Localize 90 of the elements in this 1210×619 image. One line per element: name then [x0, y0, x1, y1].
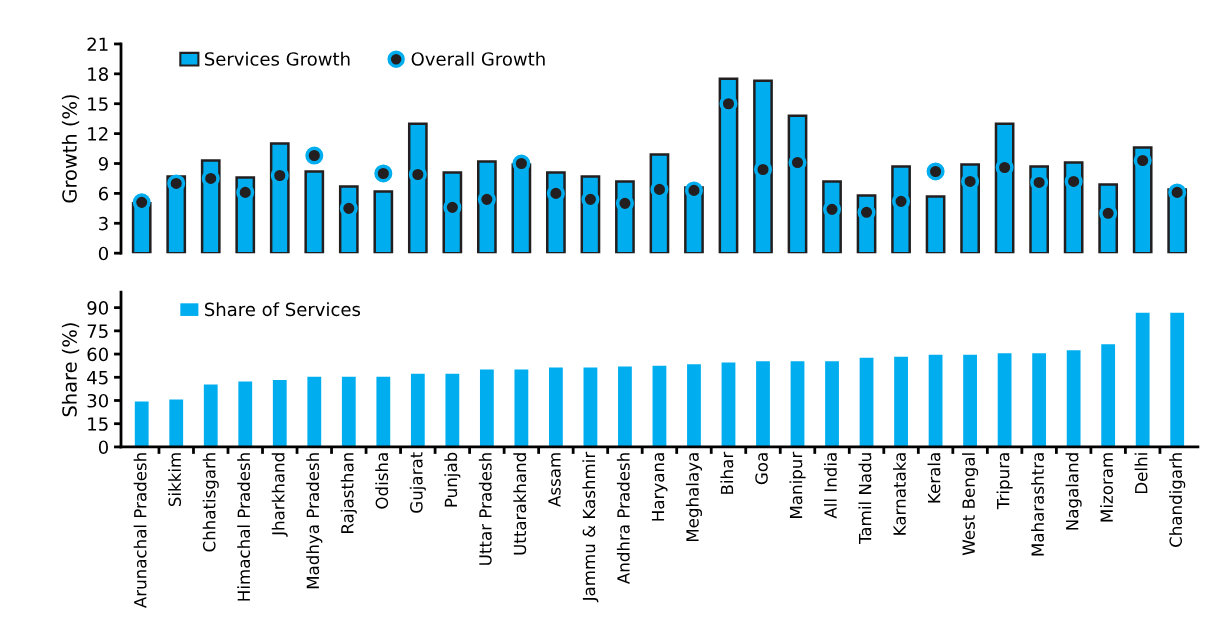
y-tick-label: 30 — [87, 393, 108, 408]
bar — [687, 364, 701, 447]
y-tick-label: 0 — [98, 440, 108, 455]
bar — [445, 373, 460, 447]
bar — [1101, 344, 1116, 447]
x-tick-label: Meghalaya — [685, 453, 703, 542]
y-tick-label: 45 — [87, 370, 108, 385]
x-tick-label: Kerala — [927, 453, 941, 503]
x-tick-label: Delhi — [1134, 453, 1148, 494]
y-axis-title: Growth (%) — [61, 95, 80, 203]
y-tick-label: 0 — [98, 246, 108, 261]
bar — [1135, 312, 1150, 447]
y-tick-label: 18 — [88, 67, 108, 81]
legend-label: Services Growth — [204, 51, 350, 66]
x-tick-label: Maharashtra — [1031, 453, 1044, 556]
x-tick-label: Arunachal Pradesh — [133, 453, 147, 609]
y-tick-label: 15 — [88, 417, 108, 431]
y-tick-label: 15 — [88, 97, 108, 111]
bar — [894, 356, 908, 447]
bar — [718, 77, 739, 254]
y-tick-label: 3 — [99, 216, 108, 231]
x-tick-label: Goa — [755, 453, 768, 485]
y-tick-label: 21 — [87, 37, 108, 51]
x-tick-label: Haryana — [651, 453, 668, 521]
x-tick-label: Himachal Pradesh — [237, 453, 251, 601]
legend-label: Overall Growth — [411, 51, 545, 66]
point — [926, 162, 945, 181]
x-tick-label: Uttarakhand — [513, 453, 527, 555]
x-tick-label: Jharkhand — [271, 453, 288, 537]
bar — [238, 381, 253, 447]
bar — [169, 399, 184, 447]
x-tick-label: Assam — [548, 453, 561, 507]
bar — [825, 361, 839, 447]
bar — [514, 369, 529, 447]
x-tick-label: Jammu & Kashmir — [582, 451, 599, 603]
x-tick-label: Bihar — [720, 451, 734, 494]
bar — [341, 376, 356, 447]
bar — [549, 367, 563, 447]
bar — [928, 354, 943, 447]
x-tick-label: All India — [823, 453, 837, 519]
x-tick-label: Chhatisgarh — [202, 453, 219, 552]
y-tick-label: 75 — [87, 324, 108, 338]
bar — [304, 170, 325, 254]
bar — [134, 401, 149, 447]
legend-label: Share of Services — [204, 302, 361, 317]
bar — [583, 367, 598, 447]
x-tick-label: Tripura — [996, 453, 1013, 510]
x-tick-label: Uttar Pradesh — [478, 453, 492, 565]
bar — [307, 376, 322, 447]
y-tick-label: 90 — [87, 301, 108, 315]
x-tick-label: Chandigarh — [1169, 453, 1186, 547]
x-tick-label: Odisha — [375, 453, 389, 509]
bar — [203, 384, 218, 447]
bar — [1170, 312, 1185, 447]
bar — [790, 361, 805, 447]
bar — [753, 79, 773, 254]
bar — [652, 365, 667, 447]
bar — [756, 361, 770, 447]
bar — [859, 357, 874, 447]
point — [305, 146, 324, 165]
x-tick-label: Nagaland — [1065, 453, 1082, 530]
y-tick-label: 9 — [98, 156, 108, 171]
bar — [479, 369, 494, 447]
bar — [618, 366, 632, 447]
bar — [1032, 353, 1047, 447]
point — [374, 164, 393, 183]
y-axis-title: Share (%) — [61, 323, 80, 417]
bar — [410, 373, 425, 447]
x-tick-label: West Bengal — [962, 453, 979, 556]
x-tick-label: Madhya Pradesh — [306, 453, 323, 589]
bar — [272, 380, 287, 447]
x-tick-label: Punjab — [444, 452, 461, 507]
x-tick-label: Mizoram — [1100, 453, 1113, 522]
bar — [721, 362, 736, 447]
bar — [925, 195, 946, 254]
bar — [963, 354, 977, 447]
x-tick-label: Gujarat — [409, 452, 426, 513]
x-tick-label: Manipur — [789, 451, 806, 518]
x-tick-label: Karnataka — [893, 453, 906, 535]
bar — [373, 190, 394, 254]
bar — [1066, 350, 1081, 447]
y-tick-label: 60 — [87, 347, 108, 362]
x-tick-label: Tamil Nadu — [858, 453, 872, 545]
y-tick-label: 6 — [98, 186, 109, 201]
y-tick-label: 12 — [88, 127, 108, 141]
x-tick-label: Andhra Pradesh — [616, 453, 630, 585]
x-tick-label: Rajasthan — [340, 453, 357, 533]
x-tick-label: Sikkim — [168, 453, 182, 507]
bar — [997, 353, 1012, 447]
bar — [376, 376, 391, 447]
